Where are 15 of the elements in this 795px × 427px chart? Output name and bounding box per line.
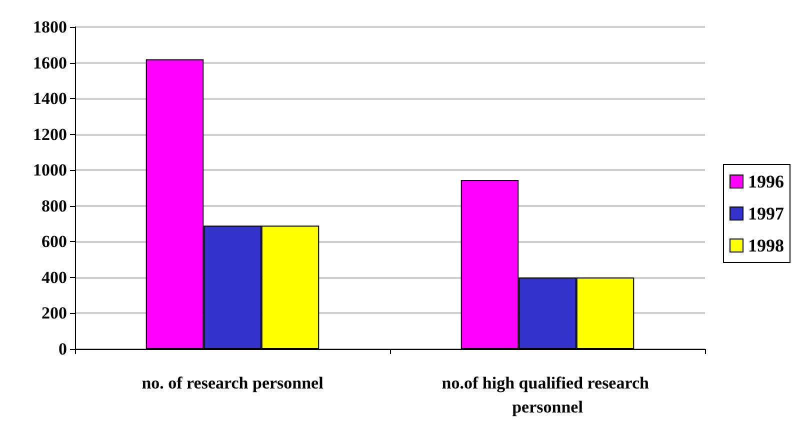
y-tick-label: 1000	[33, 160, 67, 180]
legend-label: 1996	[748, 172, 784, 192]
y-tick-label: 400	[42, 268, 67, 287]
y-tick-label: 600	[42, 232, 67, 252]
legend-label: 1998	[748, 236, 784, 256]
y-tick-label: 800	[42, 196, 67, 216]
y-tick-label: 1200	[33, 124, 67, 144]
y-tick-label: 0	[58, 340, 67, 358]
y-tick-label: 1600	[33, 53, 67, 72]
y-tick-label: 1400	[33, 89, 67, 108]
x-tick-label: no.of high qualified research personnel	[442, 374, 654, 416]
y-tick-label: 200	[42, 304, 67, 323]
legend-label: 1997	[748, 204, 784, 224]
y-tick-label: 1800	[33, 18, 67, 36]
x-tick-label: no. of research personnel	[142, 374, 324, 392]
